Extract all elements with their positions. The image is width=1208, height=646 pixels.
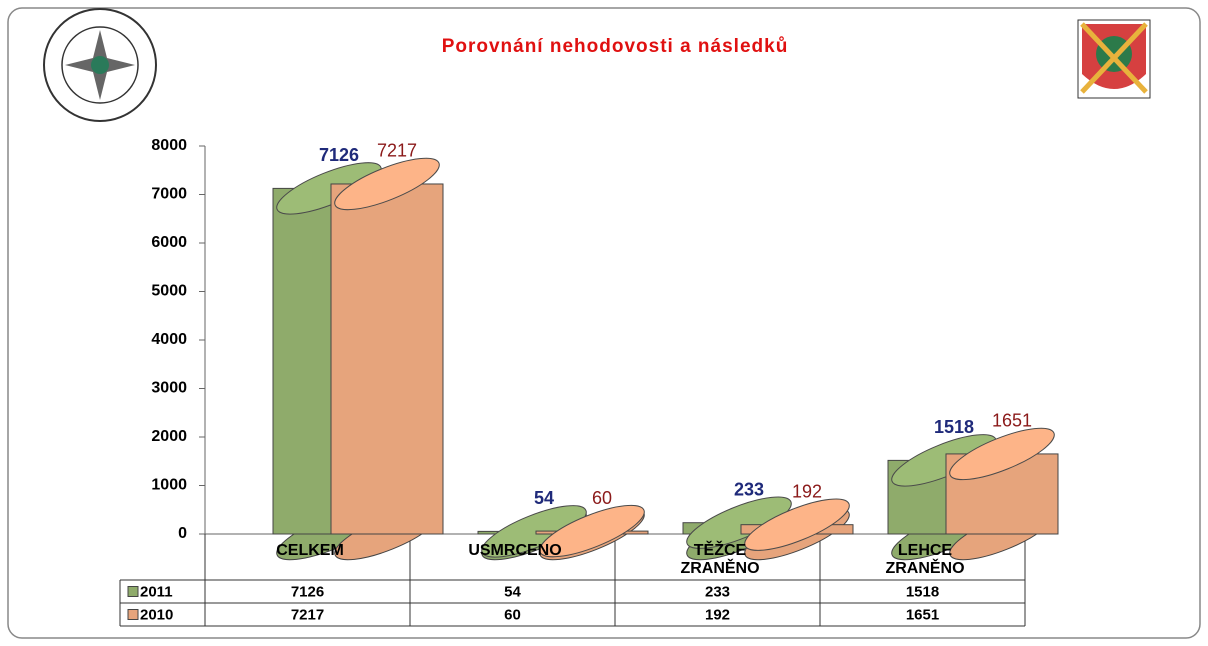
data-label: 60 (592, 488, 612, 508)
y-tick-label: 6000 (151, 234, 187, 251)
table-value: 233 (705, 583, 730, 600)
table-value: 1651 (906, 606, 939, 623)
data-label: 7217 (377, 141, 417, 161)
x-tick-label: TĚŽCE ZRANĚNO (680, 542, 760, 577)
y-tick-label: 5000 (151, 283, 187, 300)
y-tick-label: 1000 (151, 477, 187, 494)
cylinder-top (539, 504, 645, 558)
data-label: 192 (792, 481, 822, 501)
police-logo (43, 8, 157, 122)
cylinder-top (949, 427, 1055, 481)
bar (330, 183, 444, 535)
y-tick-label: 3000 (151, 380, 187, 397)
cylinder-top (334, 157, 440, 211)
table-value: 54 (504, 583, 521, 600)
x-tick-label: USMRCENO (468, 542, 562, 559)
cylinder (945, 427, 1059, 561)
y-tick-label: 8000 (151, 137, 187, 154)
table-value: 7217 (291, 606, 324, 623)
cylinder (477, 505, 591, 561)
legend-label: 2010 (140, 606, 173, 623)
x-tick-label: CELKEM (276, 542, 344, 559)
y-tick-label: 0 (178, 525, 187, 542)
table-value: 1518 (906, 583, 939, 600)
frame (7, 7, 1201, 639)
y-tick-label: 2000 (151, 428, 187, 445)
table-value: 7126 (291, 583, 324, 600)
y-tick-label: 4000 (151, 331, 187, 348)
data-label: 54 (534, 488, 554, 508)
data-label: 233 (734, 479, 764, 499)
data-label: 1518 (934, 417, 974, 437)
y-tick-label: 7000 (151, 186, 187, 203)
x-tick-label: LEHCE ZRANĚNO (885, 542, 965, 577)
cylinder (535, 504, 649, 561)
data-label: 1651 (992, 411, 1032, 431)
legend-swatch (127, 586, 139, 597)
emblem (1077, 19, 1151, 99)
legend-swatch (127, 609, 139, 620)
cylinder (740, 498, 854, 561)
table-value: 192 (705, 606, 730, 623)
cylinder (682, 496, 796, 561)
table-value: 60 (504, 606, 521, 623)
legend-label: 2011 (140, 583, 173, 600)
cylinder-top (686, 496, 792, 549)
cylinder (330, 157, 444, 561)
cylinder-top (744, 498, 850, 551)
chart-title: Porovnání nehodovosti a následků (442, 36, 789, 57)
cylinder-top (481, 505, 587, 558)
data-label: 7126 (319, 145, 359, 165)
